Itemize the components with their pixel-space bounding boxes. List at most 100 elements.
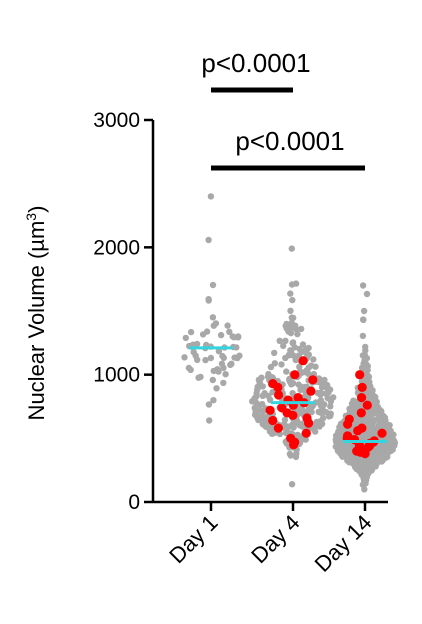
- data-point-day-14: [361, 363, 368, 370]
- data-point-day-1: [213, 385, 220, 392]
- data-point-day-4: [305, 344, 312, 352]
- data-point-day-4: [286, 351, 293, 358]
- data-point-day-4: [288, 245, 295, 252]
- data-point-day-4: [310, 356, 317, 363]
- data-point-day-1: [226, 328, 233, 335]
- data-point-day-1: [218, 360, 226, 367]
- highlighted-point-day-4: [298, 356, 308, 366]
- data-point-day-4: [327, 403, 334, 410]
- data-point-day-1: [217, 331, 225, 339]
- data-point-day-14: [360, 307, 368, 315]
- data-point-day-14: [363, 290, 371, 298]
- data-point-day-1: [192, 352, 199, 359]
- data-point-day-4: [265, 424, 273, 431]
- data-point-day-14: [364, 471, 371, 478]
- highlighted-point-day-14: [362, 400, 372, 410]
- data-point-day-4: [289, 390, 296, 397]
- data-point-day-14: [379, 413, 386, 421]
- data-point-day-1: [205, 401, 213, 408]
- data-point-day-4: [288, 281, 296, 288]
- data-point-day-14: [341, 441, 348, 448]
- x-tick-label-day-4: Day 4: [246, 510, 304, 568]
- data-point-day-4: [311, 422, 318, 429]
- data-point-day-1: [227, 361, 234, 368]
- y-tick-label: 2000: [93, 236, 140, 259]
- data-point-day-1: [214, 366, 221, 373]
- data-point-day-14: [391, 442, 398, 449]
- data-point-day-1: [209, 376, 216, 384]
- data-point-day-14: [369, 425, 377, 433]
- data-point-day-4: [281, 416, 289, 424]
- annotation-layer: p<0.0001 p<0.0001: [201, 48, 365, 171]
- significance-label: p<0.0001: [201, 48, 310, 78]
- data-point-day-14: [361, 351, 368, 359]
- data-point-day-1: [206, 417, 213, 424]
- highlighted-point-day-4: [268, 415, 278, 426]
- data-point-day-1: [207, 354, 215, 362]
- data-point-day-1: [222, 371, 229, 378]
- data-point-day-4: [326, 386, 334, 393]
- data-point-day-14: [369, 430, 376, 437]
- data-point-day-4: [297, 421, 305, 428]
- data-point-day-1: [187, 328, 195, 336]
- highlighted-point-day-4: [306, 386, 316, 396]
- data-point-day-1: [187, 366, 194, 374]
- data-point-day-4: [290, 314, 297, 322]
- data-point-day-4: [318, 384, 326, 391]
- data-point-day-14: [369, 387, 376, 394]
- data-point-day-4: [302, 436, 309, 443]
- highlighted-point-day-4: [273, 423, 283, 433]
- highlighted-point-day-14: [343, 419, 353, 429]
- highlighted-point-day-4: [274, 390, 284, 400]
- data-point-day-4: [267, 363, 275, 371]
- highlighted-point-day-4: [293, 393, 303, 403]
- data-point-day-4: [298, 348, 305, 355]
- x-tick-label-day-14: Day 14: [310, 510, 377, 577]
- data-point-day-4: [252, 399, 260, 407]
- data-point-day-14: [372, 409, 379, 417]
- data-point-day-1: [229, 333, 236, 340]
- highlighted-point-day-4: [289, 440, 299, 450]
- data-point-day-14: [374, 457, 381, 465]
- data-point-day-4: [252, 409, 259, 416]
- data-point-day-4: [299, 341, 307, 348]
- data-point-day-14: [371, 396, 379, 403]
- highlighted-point-day-4: [304, 418, 314, 428]
- highlighted-point-day-14: [360, 449, 370, 459]
- data-point-day-14: [359, 282, 367, 289]
- data-point-day-14: [358, 459, 366, 466]
- x-tick-label-day-1: Day 1: [164, 510, 222, 568]
- highlighted-point-day-4: [273, 382, 283, 392]
- data-point-day-1: [220, 354, 227, 362]
- data-point-day-4: [259, 392, 266, 399]
- data-point-day-4: [330, 394, 337, 401]
- data-point-day-1: [203, 328, 211, 335]
- data-point-day-1: [215, 348, 223, 355]
- data-point-day-4: [325, 413, 333, 420]
- highlighted-point-day-14: [357, 393, 367, 403]
- data-point-day-4: [283, 368, 290, 375]
- data-point-day-14: [373, 404, 381, 412]
- highlighted-point-day-4: [288, 410, 298, 420]
- data-point-day-4: [254, 385, 261, 392]
- data-point-day-4: [253, 393, 260, 400]
- data-point-day-14: [360, 316, 367, 323]
- data-point-day-1: [205, 236, 212, 244]
- data-point-day-4: [265, 370, 272, 378]
- highlighted-point-day-4: [265, 405, 275, 415]
- data-point-day-4: [294, 330, 301, 338]
- data-point-day-4: [292, 453, 300, 461]
- highlighted-point-day-14: [357, 382, 367, 392]
- highlighted-point-day-4: [290, 370, 300, 380]
- data-point-day-14: [352, 405, 359, 412]
- data-point-day-4: [305, 351, 312, 358]
- data-point-day-1: [231, 354, 238, 361]
- data-point-day-4: [282, 337, 289, 344]
- data-point-day-14: [367, 410, 374, 417]
- data-point-day-14: [338, 426, 346, 434]
- data-point-day-14: [362, 479, 369, 487]
- data-point-day-4: [286, 326, 293, 333]
- highlighted-point-day-14: [353, 426, 363, 436]
- data-point-day-4: [286, 450, 294, 458]
